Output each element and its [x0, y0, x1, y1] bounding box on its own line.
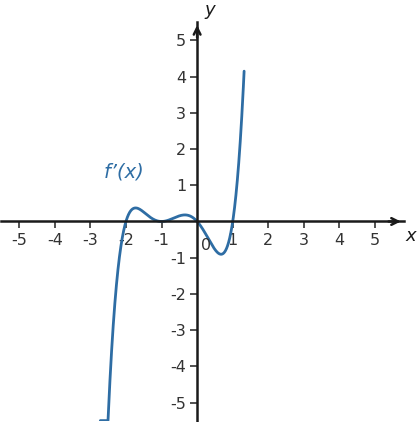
Text: x: x	[405, 227, 416, 245]
Text: y: y	[204, 1, 215, 19]
Text: f’(x): f’(x)	[104, 162, 145, 181]
Text: 0: 0	[201, 238, 211, 253]
